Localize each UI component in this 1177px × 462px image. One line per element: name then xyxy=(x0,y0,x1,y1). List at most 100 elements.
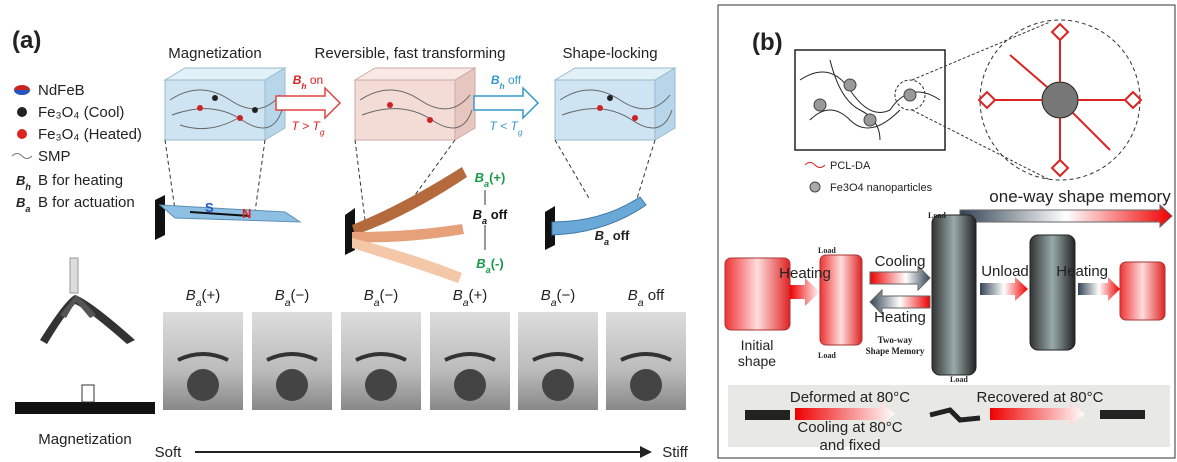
bent-strip xyxy=(352,224,464,243)
heating-arrow xyxy=(275,86,342,120)
particles xyxy=(197,102,638,123)
photo-gripper xyxy=(266,352,318,362)
legend-text: NdFeB xyxy=(38,82,85,99)
label-part: a xyxy=(196,297,202,309)
label-part: a xyxy=(374,297,380,309)
photo-label: Ba(−) xyxy=(275,287,310,309)
panel-b-art xyxy=(717,4,1176,459)
label-part: T < T xyxy=(489,119,519,133)
caption: Two-way xyxy=(878,335,913,345)
load-label: Load xyxy=(818,351,836,360)
ligands xyxy=(995,40,1125,160)
legend-symbol: Ba xyxy=(16,195,30,214)
actuation-state: Ba off xyxy=(473,207,508,226)
panel-label: (b) xyxy=(752,29,783,56)
label-part: B xyxy=(476,256,485,271)
caption: Deformed at 80°C xyxy=(790,389,910,406)
label-part: B xyxy=(364,287,374,304)
one-way-arrow xyxy=(959,203,1173,229)
photo-gripper xyxy=(444,352,496,362)
legend-text: Fe3O4 nanoparticles xyxy=(830,182,933,194)
photo-ball xyxy=(630,369,662,401)
actuation-state: Ba(+) xyxy=(475,170,506,189)
caption: Cooling at 80°C xyxy=(797,419,902,436)
cooling-arrow xyxy=(869,264,931,292)
caption: Shape Memory xyxy=(866,346,925,356)
photo-ball xyxy=(365,369,397,401)
caption: Recovered at 80°C xyxy=(977,389,1104,406)
label-part: a xyxy=(604,237,609,247)
label-part: (+) xyxy=(202,287,221,304)
label-part: B xyxy=(186,287,196,304)
label-part: a xyxy=(551,297,557,309)
nanoparticle xyxy=(1041,81,1079,119)
load-label: Load xyxy=(950,375,968,384)
photo-label: Ba(−) xyxy=(364,287,399,309)
photo-gripper xyxy=(177,352,229,362)
legend-swatch xyxy=(14,90,30,95)
label-part: a xyxy=(285,297,291,309)
photo-ball xyxy=(276,369,308,401)
zoom-circle xyxy=(894,79,926,111)
label-part: B xyxy=(475,170,484,185)
step-label: Cooling xyxy=(875,253,926,270)
photo-ball xyxy=(542,369,574,401)
magnet-bar xyxy=(158,204,302,223)
arrow-condition: T > Tg xyxy=(291,119,324,137)
photo-label: Ba(+) xyxy=(186,287,221,309)
photo-gripper xyxy=(355,352,407,362)
label-part: a xyxy=(638,297,644,309)
box-top xyxy=(553,67,677,81)
box-side xyxy=(264,67,286,141)
label-part: on xyxy=(307,73,324,87)
shape-block xyxy=(819,254,863,346)
load-label: Load xyxy=(818,246,836,255)
step-label: Heating xyxy=(779,265,831,282)
label-part: B xyxy=(16,173,25,188)
label-part: (+) xyxy=(489,170,505,185)
label-part: B xyxy=(473,207,482,222)
locked-strip xyxy=(551,196,647,236)
label-part: off xyxy=(609,228,630,243)
transform-box xyxy=(354,79,456,141)
scale-label: Soft xyxy=(155,444,183,461)
locking-box xyxy=(554,79,656,141)
legend-text: PCL-DA xyxy=(830,160,871,172)
shape-block xyxy=(1119,261,1166,321)
label-part: B xyxy=(491,73,500,87)
legend-text: B for heating xyxy=(38,172,123,189)
photo-ball xyxy=(454,369,486,401)
zoom-lines xyxy=(164,139,656,221)
bent-strip xyxy=(352,238,462,283)
label-part: h xyxy=(301,81,306,91)
actuation-state: Ba off xyxy=(595,228,630,247)
label-part: T > T xyxy=(291,119,321,133)
scale-label: Stiff xyxy=(662,444,688,461)
load-label: Load xyxy=(928,211,946,220)
photo-gripper xyxy=(620,352,672,362)
pillar xyxy=(69,257,79,294)
photo-label: Ba off xyxy=(628,287,665,309)
panel-a-art xyxy=(15,67,677,458)
cooling-arrow xyxy=(473,86,540,120)
legend-swatch xyxy=(17,129,27,139)
caption: one-way shape memory xyxy=(989,187,1171,206)
gripper xyxy=(40,295,135,344)
label-part: B xyxy=(453,287,463,304)
pole: N xyxy=(242,206,251,221)
legend-text: Fe₃O₄ (Heated) xyxy=(38,126,142,143)
label-part: a xyxy=(482,216,487,226)
label-part: h xyxy=(500,81,505,91)
caption: and fixed xyxy=(820,437,881,454)
shape-block xyxy=(931,214,977,376)
label-part: off xyxy=(487,207,508,222)
caption: Initial xyxy=(741,337,774,353)
bent-strip xyxy=(352,167,467,235)
arrow-condition: T < Tg xyxy=(489,119,522,137)
legend-swatch xyxy=(11,153,33,159)
shape-block xyxy=(1029,234,1076,351)
stage-title: Reversible, fast transforming xyxy=(315,45,506,62)
caption: shape xyxy=(738,353,776,369)
label-part: B xyxy=(16,195,25,210)
